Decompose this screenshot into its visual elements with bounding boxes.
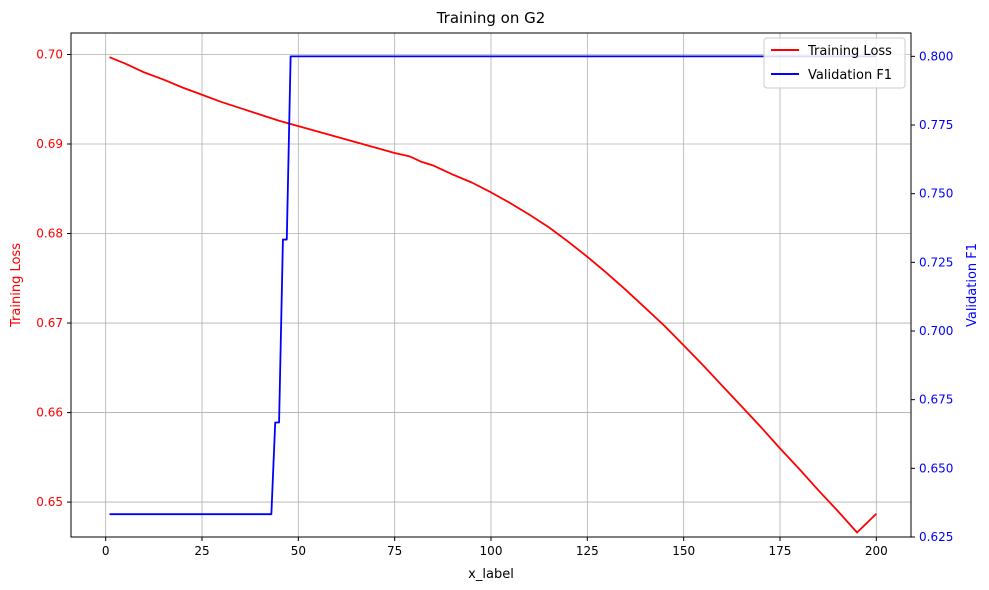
right-tick-label-2: 0.675 — [919, 393, 953, 407]
right-tick-label-6: 0.775 — [919, 118, 953, 132]
x-tick-label-200: 200 — [865, 544, 888, 558]
x-tick-label-25: 25 — [194, 544, 209, 558]
legend-label-training-loss: Training Loss — [807, 44, 892, 59]
x-axis-ticks: 0 25 50 75 100 125 150 175 200 — [102, 537, 888, 558]
x-tick-label-125: 125 — [576, 544, 599, 558]
plot-lines — [109, 55, 877, 534]
left-tick-label-0: 0.65 — [36, 495, 63, 509]
right-tick-label-5: 0.750 — [919, 187, 953, 201]
left-tick-label-2: 0.67 — [36, 316, 63, 330]
left-axis-label: Training Loss — [9, 243, 24, 328]
right-tick-label-1: 0.650 — [919, 461, 953, 475]
right-tick-label-3: 0.700 — [919, 324, 953, 338]
left-tick-label-3: 0.68 — [36, 227, 63, 241]
series-line-validation-f1 — [109, 55, 877, 516]
right-tick-label-4: 0.725 — [919, 255, 953, 269]
x-tick-label-75: 75 — [387, 544, 402, 558]
series-line-training-loss — [109, 56, 877, 534]
chart-title: Training on G2 — [436, 9, 546, 27]
x-tick-label-0: 0 — [102, 544, 110, 558]
legend: Training Loss Validation F1 — [763, 37, 906, 89]
legend-box — [763, 37, 906, 89]
grid — [71, 33, 911, 537]
legend-label-validation-f1: Validation F1 — [808, 68, 892, 83]
left-axis-ticks: 0.65 0.66 0.67 0.68 0.69 0.70 — [36, 47, 71, 509]
left-tick-label-4: 0.69 — [36, 137, 63, 151]
x-tick-label-175: 175 — [769, 544, 792, 558]
right-axis-ticks: 0.625 0.650 0.675 0.700 0.725 0.750 0.775 0.800 — [911, 49, 953, 544]
x-tick-label-100: 100 — [480, 544, 503, 558]
right-tick-label-0: 0.625 — [919, 530, 953, 544]
left-tick-label-1: 0.66 — [36, 406, 63, 420]
x-tick-label-50: 50 — [291, 544, 306, 558]
right-axis-label: Validation F1 — [965, 243, 980, 327]
right-tick-label-7: 0.800 — [919, 49, 953, 63]
left-tick-label-5: 0.70 — [36, 47, 63, 61]
x-axis-label: x_label — [468, 567, 514, 582]
x-tick-label-150: 150 — [672, 544, 695, 558]
